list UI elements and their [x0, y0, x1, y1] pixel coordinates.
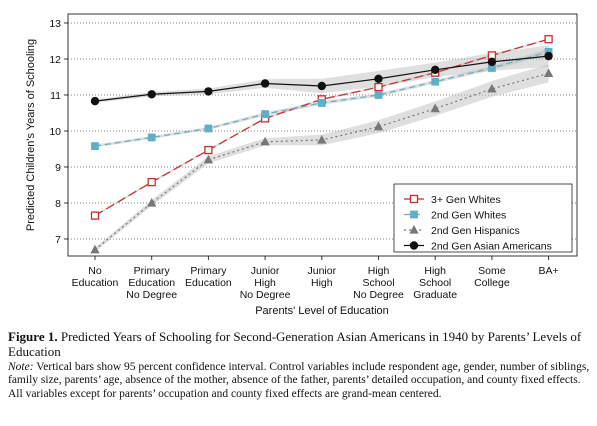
data-point [147, 177, 156, 187]
x-tick-label: Junior High [307, 265, 336, 289]
y-axis-ticks: 7 8 9 10 11 12 13 [49, 18, 68, 246]
data-point [90, 96, 100, 106]
line-chart: 7 8 9 10 11 12 13 No Education Primary Education N… [25, 13, 578, 317]
figure-title: Predicted Years of Schooling for Second-… [8, 329, 582, 359]
data-point [431, 65, 440, 74]
data-point [204, 87, 213, 96]
data-point [147, 133, 156, 142]
note-label: Note: [8, 361, 34, 373]
caption-note: Note: Vertical bars show 95 percent conf… [8, 361, 590, 401]
figure-caption: Figure 1. Predicted Years of Schooling f… [8, 329, 590, 401]
data-point [260, 79, 270, 88]
data-point [317, 99, 326, 107]
data-point [409, 224, 419, 234]
data-point [374, 82, 383, 92]
data-point [147, 197, 157, 207]
data-point [91, 142, 99, 151]
plot-frame [67, 13, 578, 257]
data-point [409, 194, 419, 204]
note-text: Vertical bars show 95 percent confidence… [8, 361, 590, 400]
data-point [317, 81, 326, 91]
legend-label: 2nd Gen Whites [431, 210, 506, 222]
y-tick-label: 11 [50, 90, 61, 102]
data-point [544, 35, 553, 44]
x-tick-label: No Education [72, 265, 119, 289]
caption-title-line: Figure 1. Predicted Years of Schooling f… [8, 329, 590, 359]
data-point [543, 68, 554, 77]
data-point [487, 57, 497, 67]
data-point [431, 77, 440, 86]
y-tick-label: 8 [55, 198, 61, 210]
data-point [204, 145, 213, 155]
y-tick-label: 7 [55, 234, 61, 246]
x-tick-label: High School Graduate [413, 265, 457, 301]
data-point [204, 124, 213, 133]
x-tick-label: High School No Degree [353, 265, 404, 301]
legend-label: 2nd Gen Hispanics [431, 225, 520, 237]
data-point [260, 136, 270, 146]
x-tick-label: BA+ [539, 265, 559, 277]
data-point [373, 121, 384, 131]
x-tick-label: Junior High No Degree [240, 265, 291, 301]
data-point [544, 51, 553, 61]
y-tick-label: 13 [49, 18, 61, 30]
figure-label: Figure 1. [8, 329, 58, 344]
legend-label: 2nd Gen Asian Americans [431, 241, 552, 253]
data-point [203, 154, 214, 164]
x-axis-title: Parents' Level of Education [255, 305, 389, 317]
x-tick-label: Primary Education No Degree [126, 265, 177, 301]
legend: 3+ Gen Whites 2nd Gen Whites 2nd Gen Hispa… [393, 183, 573, 253]
data-point [90, 244, 100, 254]
data-point [90, 211, 100, 220]
data-point [430, 103, 440, 113]
y-tick-label: 12 [49, 54, 61, 66]
data-point [487, 83, 497, 93]
y-axis-title: Predicted Children's Years of Schooling [25, 39, 37, 231]
x-tick-label: Some College [474, 265, 510, 289]
y-tick-label: 10 [49, 126, 61, 138]
data-point [410, 210, 418, 219]
legend-box [393, 183, 573, 253]
y-tick-label: 9 [55, 162, 61, 174]
data-point [374, 74, 383, 83]
data-point [261, 110, 270, 118]
x-tick-label: Primary Education [185, 265, 232, 289]
data-point [374, 91, 383, 99]
data-point [409, 241, 419, 250]
x-axis-ticks: No Education Primary Education No Degree Prim… [72, 256, 559, 301]
legend-label: 3+ Gen Whites [431, 194, 501, 206]
data-point [317, 134, 327, 144]
series-markers [90, 35, 554, 254]
data-point [147, 90, 156, 99]
